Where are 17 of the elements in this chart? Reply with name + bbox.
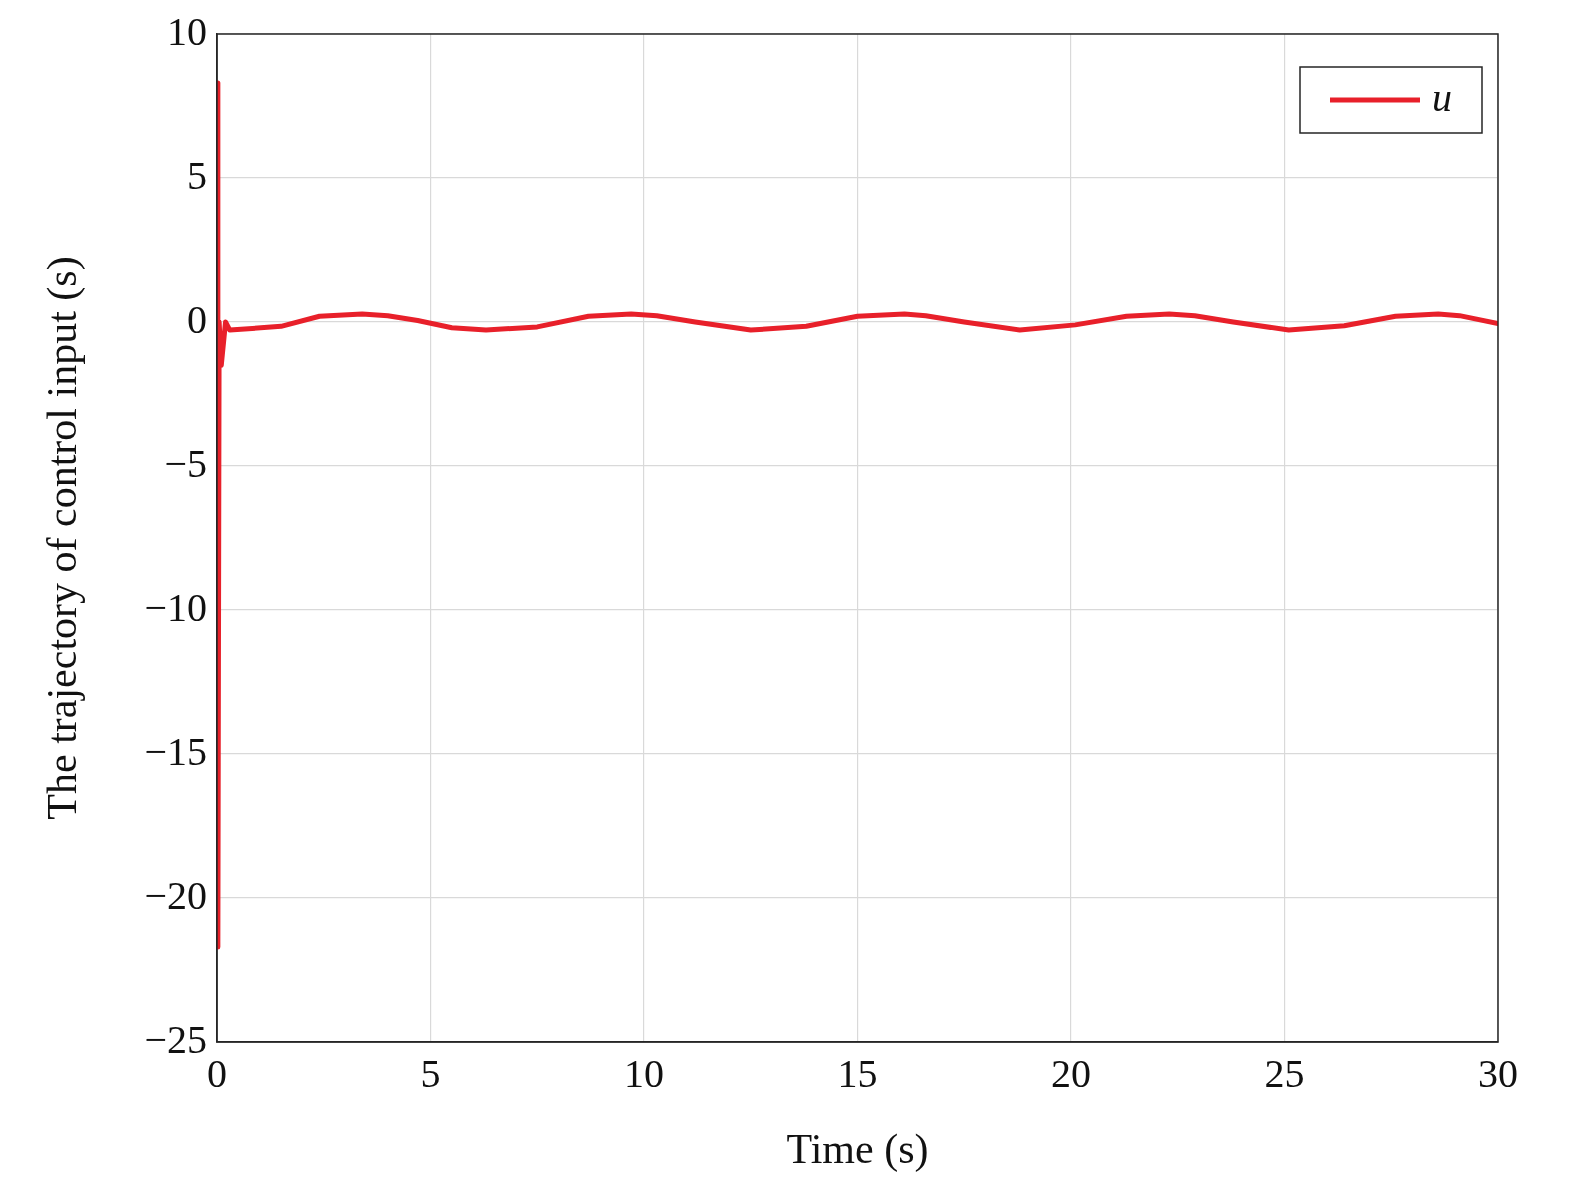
x-tick-label: 15 <box>837 1050 878 1096</box>
y-tick-label: −5 <box>164 440 207 486</box>
x-tick-label: 25 <box>1264 1050 1305 1096</box>
y-tick-label: 5 <box>187 152 207 198</box>
legend-label: u <box>1432 74 1452 120</box>
y-axis-title: The trajectory of control input (s) <box>39 256 87 820</box>
x-tick-label: 10 <box>624 1050 664 1096</box>
x-tick-label: 5 <box>420 1050 441 1096</box>
x-tick-label: 20 <box>1051 1050 1091 1096</box>
y-tick-label: 10 <box>167 8 207 54</box>
y-tick-label: 0 <box>187 296 207 342</box>
y-tick-label: −25 <box>144 1016 207 1062</box>
y-tick-label: −10 <box>144 584 207 630</box>
x-tick-label: 30 <box>1478 1050 1518 1096</box>
x-axis-title: Time (s) <box>786 1125 929 1173</box>
y-tick-label: −15 <box>144 728 207 774</box>
y-tick-label: −20 <box>144 872 207 918</box>
